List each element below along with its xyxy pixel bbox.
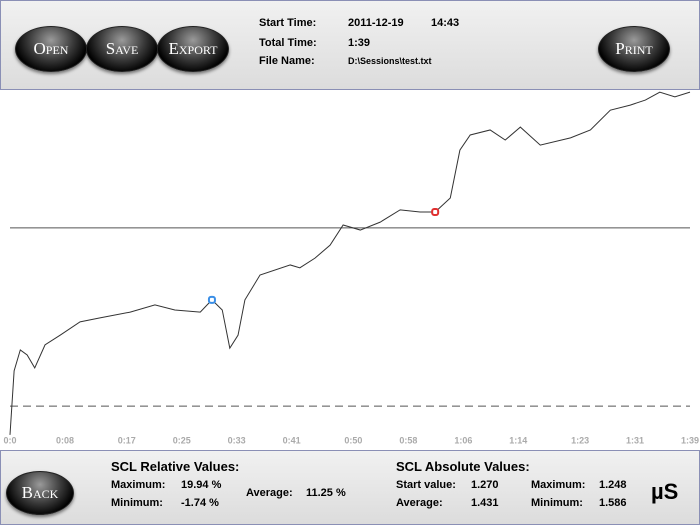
event-marker [207,295,216,304]
open-button[interactable]: Open [15,26,87,72]
value: -1.74 % [181,497,219,509]
value: 1.270 [471,479,499,491]
value: 11.25 % [306,487,346,499]
export-button[interactable]: Export [157,26,229,72]
toolbar: Open Save Export Print Start Time: 2011-… [0,0,700,90]
value: 1.431 [471,497,499,509]
x-tick-label: 0:41 [283,435,301,445]
heading: SCL Relative Values: [111,459,240,474]
value: 1.248 [599,479,627,491]
value: 1.586 [599,497,627,509]
label: File Name: [259,55,315,67]
x-tick-label: 0:0 [3,435,16,445]
label: Average: [246,487,293,499]
x-tick-label: 0:17 [118,435,136,445]
label: Minimum: [111,497,163,509]
x-tick-label: 1:06 [454,435,472,445]
label: Average: [396,497,443,509]
x-tick-label: 0:33 [228,435,246,445]
value: D:\Sessions\test.txt [348,56,432,66]
label: Start value: [396,479,456,491]
x-tick-label: 1:14 [509,435,527,445]
x-tick-label: 0:58 [399,435,417,445]
label: Maximum: [111,479,166,491]
x-tick-label: 1:23 [571,435,589,445]
stats-panel: Back SCL Relative Values: Maximum: 19.94… [0,450,700,525]
label: Total Time: [259,37,317,49]
value: 14:43 [431,17,460,29]
data-line [9,91,691,435]
x-tick-label: 1:39 [681,435,699,445]
back-button[interactable]: Back [6,471,74,515]
x-tick-label: 0:50 [344,435,362,445]
label: Start Time: [259,17,317,29]
print-button[interactable]: Print [598,26,670,72]
value: 19.94 % [181,479,222,491]
event-marker [431,208,440,217]
value: 2011-12-19 [348,17,404,29]
x-tick-label: 0:08 [56,435,74,445]
label: Minimum: [531,497,583,509]
x-tick-label: 0:25 [173,435,191,445]
value: 1:39 [348,37,371,49]
chart: 0:0 0:08 0:17 0:25 0:33 0:41 0:50 0:58 1:06 1:14 1… [3,91,699,445]
unit: µS [651,479,679,504]
x-tick-label: 1:31 [626,435,644,445]
save-button[interactable]: Save [86,26,158,72]
heading: SCL Absolute Values: [396,459,530,474]
label: Maximum: [531,479,586,491]
